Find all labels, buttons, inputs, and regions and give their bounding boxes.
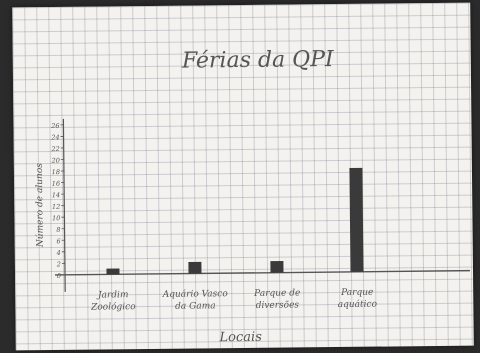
category-label: da Gama [175, 301, 216, 311]
y-tick-label: 2 [56, 260, 61, 268]
y-tick-label: 26 [50, 122, 59, 130]
y-tick-label: 16 [52, 180, 60, 188]
bar [349, 167, 364, 272]
category-label: aquático [338, 299, 378, 310]
chart-title: Férias da QPI [181, 47, 335, 74]
category-label: Aquário Vasco [162, 288, 229, 300]
y-tick-label: 6 [56, 237, 60, 245]
category-label: Zoológico [90, 301, 136, 312]
y-tick-label: 10 [52, 214, 60, 222]
y-tick-label: 22 [50, 145, 59, 153]
bar [106, 268, 120, 275]
y-tick-label: 24 [50, 133, 59, 141]
category-label: diversões [256, 299, 300, 310]
y-tick-label: 4 [56, 249, 61, 257]
y-tick-label: 14 [52, 191, 60, 199]
graph-paper: Férias da QPI Número de alunos Locais 0 2… [12, 2, 474, 351]
bar [188, 261, 202, 274]
y-tick-label: 18 [52, 168, 60, 176]
x-axis-label: Locais [218, 330, 262, 345]
bar [270, 261, 284, 273]
category-label: Jardim [96, 290, 129, 300]
bars [106, 167, 364, 275]
bar-chart: Férias da QPI Número de alunos Locais 0 2… [34, 47, 471, 345]
category-label: Parque de [253, 288, 300, 298]
x-axis-line [55, 269, 471, 276]
y-tick-label: 12 [52, 203, 60, 211]
y-tick-label: 8 [56, 226, 60, 234]
y-axis-label: Número de alunos [34, 163, 46, 248]
y-tick-label: 0 [57, 272, 61, 280]
category-label: Parque [340, 288, 373, 298]
y-tick-label: 20 [51, 157, 60, 165]
